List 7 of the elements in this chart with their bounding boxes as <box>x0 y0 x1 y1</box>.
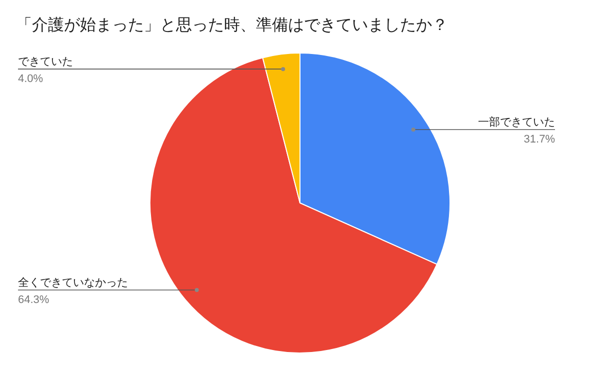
data-label: 4.0% <box>18 73 44 86</box>
slice-label: できていた <box>18 56 73 68</box>
slice-label: 全くできていなかった <box>18 277 128 290</box>
data-label: 31.7% <box>524 134 556 146</box>
data-label: 64.3% <box>18 294 50 306</box>
chart-title: 「介護が始まった」と思った時、準備はできていましたか？ <box>16 16 448 34</box>
slice-label: 一部できていた <box>478 116 555 129</box>
